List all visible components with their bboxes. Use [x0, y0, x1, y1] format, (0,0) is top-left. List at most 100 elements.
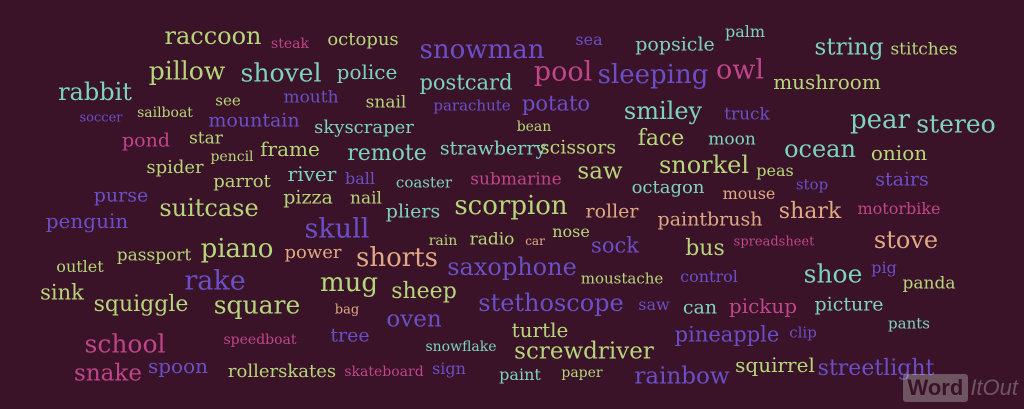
- word-nose: nose: [552, 222, 590, 241]
- word-control: control: [680, 267, 738, 286]
- word-shorts: shorts: [356, 243, 438, 273]
- word-see: see: [215, 91, 241, 110]
- word-pizza: pizza: [283, 186, 333, 209]
- word-can: can: [682, 296, 718, 319]
- word-onion: onion: [870, 141, 928, 165]
- word-shovel: shovel: [240, 58, 322, 88]
- word-pineapple: pineapple: [674, 322, 780, 347]
- word-radio: radio: [469, 229, 515, 250]
- word-pants: pants: [888, 314, 930, 333]
- word-moon: moon: [708, 129, 756, 150]
- word-car: car: [525, 234, 545, 248]
- word-suitcase: suitcase: [159, 194, 259, 222]
- word-snowman: snowman: [419, 35, 545, 65]
- word-mouse: mouse: [722, 184, 776, 203]
- word-sleeping: sleeping: [597, 60, 709, 90]
- word-ball: ball: [344, 169, 376, 188]
- word-clip: clip: [789, 323, 817, 342]
- word-string: string: [814, 34, 884, 61]
- word-strawberry: strawberry: [439, 137, 547, 160]
- word-turtle: turtle: [511, 318, 569, 342]
- word-police: police: [336, 60, 398, 84]
- word-scissors: scissors: [539, 136, 617, 159]
- word-pig: pig: [871, 258, 897, 277]
- word-pillow: pillow: [148, 56, 226, 86]
- word-stairs: stairs: [875, 168, 929, 191]
- word-palm: palm: [724, 22, 766, 41]
- word-roller: roller: [585, 200, 639, 223]
- word-penguin: penguin: [45, 209, 129, 233]
- word-octagon: octagon: [631, 177, 705, 198]
- word-picture: picture: [814, 293, 884, 316]
- word-octopus: octopus: [327, 29, 399, 50]
- word-parachute: parachute: [433, 96, 511, 115]
- word-saxophone: saxophone: [447, 253, 577, 281]
- word-oven: oven: [386, 306, 442, 333]
- word-stop: stop: [795, 175, 829, 194]
- word-shoe: shoe: [803, 259, 863, 289]
- word-sock: sock: [591, 233, 639, 258]
- word-pickup: pickup: [728, 294, 798, 318]
- word-moustache: moustache: [580, 269, 664, 288]
- word-school: school: [84, 329, 166, 359]
- word-spider: spider: [146, 157, 204, 178]
- word-sailboat: sailboat: [137, 105, 193, 121]
- word-coaster: coaster: [395, 173, 453, 192]
- word-paintbrush: paintbrush: [657, 208, 763, 231]
- logo-itout: ItOut: [970, 375, 1018, 400]
- word-soccer: soccer: [79, 110, 123, 126]
- word-pliers: pliers: [385, 200, 441, 223]
- word-power: power: [284, 242, 342, 263]
- word-stereo: stereo: [916, 109, 996, 139]
- logo-word: Word: [902, 374, 969, 402]
- word-steak: steak: [271, 36, 309, 52]
- word-spreadsheet: spreadsheet: [733, 234, 815, 250]
- word-truck: truck: [724, 104, 770, 125]
- word-shark: shark: [778, 199, 842, 224]
- word-rainbow: rainbow: [634, 363, 730, 390]
- word-pool: pool: [533, 56, 593, 88]
- word-rabbit: rabbit: [58, 78, 132, 106]
- word-mushroom: mushroom: [773, 70, 881, 94]
- word-screwdriver: screwdriver: [514, 338, 654, 365]
- word-snake: snake: [74, 360, 142, 387]
- word-mouth: mouth: [283, 87, 339, 108]
- word-skull: skull: [304, 213, 370, 245]
- word-rain: rain: [428, 233, 458, 249]
- word-saw: saw: [577, 158, 623, 185]
- word-ocean: ocean: [784, 135, 856, 163]
- word-tree: tree: [330, 324, 370, 347]
- word-paint: paint: [499, 365, 541, 384]
- word-face: face: [637, 126, 685, 151]
- word-skyscraper: skyscraper: [314, 117, 414, 138]
- wordle-logo: Word ItOut: [902, 371, 1018, 405]
- word-paper: paper: [561, 365, 603, 381]
- word-bus: bus: [685, 236, 725, 261]
- word-postcard: postcard: [419, 70, 513, 95]
- word-stitches: stitches: [890, 39, 958, 60]
- word-motorbike: motorbike: [857, 199, 941, 218]
- word-pond: pond: [121, 129, 171, 152]
- word-bag: bag: [334, 302, 360, 318]
- word-passport: passport: [116, 245, 192, 266]
- word-square: square: [213, 290, 301, 320]
- word-river: river: [287, 162, 337, 186]
- word-peas: peas: [756, 161, 794, 180]
- word-sea: sea: [575, 30, 603, 49]
- word-raccoon: raccoon: [164, 22, 262, 50]
- word-remote: remote: [347, 141, 427, 166]
- word-streetlight: streetlight: [817, 356, 935, 381]
- word-stethoscope: stethoscope: [478, 289, 624, 317]
- word-smiley: smiley: [623, 97, 703, 125]
- word-stove: stove: [873, 226, 939, 254]
- word-snail: snail: [365, 92, 407, 113]
- word-panda: panda: [902, 273, 956, 294]
- word-squirrel: squirrel: [735, 353, 815, 377]
- word-mountain: mountain: [208, 109, 300, 132]
- word-squiggle: squiggle: [93, 292, 189, 317]
- word-outlet: outlet: [56, 257, 104, 276]
- word-snorkel: snorkel: [658, 151, 750, 179]
- word-star: star: [189, 128, 223, 149]
- word-speedboat: speedboat: [223, 332, 297, 348]
